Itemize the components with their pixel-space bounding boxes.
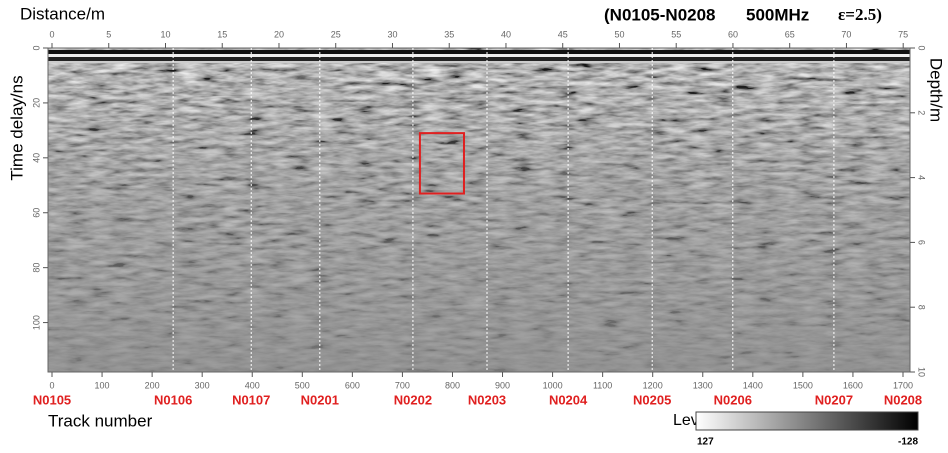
colorbar — [695, 411, 919, 431]
x2-tick-label: 1600 — [843, 380, 863, 390]
x-tick-label: 30 — [387, 29, 397, 39]
x-tick-label: 65 — [785, 29, 795, 39]
x-tick-label: 25 — [331, 29, 341, 39]
y-tick-label: 60 — [31, 208, 41, 218]
x-tick-label: 75 — [898, 29, 908, 39]
segment-label: N0107 — [232, 392, 270, 407]
x2-tick-label: 1000 — [543, 380, 563, 390]
x2-tick-label: 1100 — [593, 380, 612, 390]
segment-label: N0207 — [815, 392, 853, 407]
segment-label: N0205 — [633, 392, 671, 407]
segment-label: N0208 — [884, 392, 922, 407]
y2-tick-label: 6 — [917, 240, 927, 245]
y-tick-label: 100 — [31, 315, 41, 330]
y2-tick-label: 2 — [917, 110, 927, 115]
x-tick-label: 45 — [558, 29, 568, 39]
annotation-box — [418, 132, 465, 195]
x2-tick-label: 1300 — [693, 380, 713, 390]
segment-label: N0106 — [154, 392, 192, 407]
x-tick-label: 35 — [444, 29, 454, 39]
y2-tick-label: 10 — [917, 367, 927, 377]
x2-tick-label: 800 — [445, 380, 460, 390]
x-tick-label: 20 — [274, 29, 284, 39]
segment-label: N0204 — [549, 392, 588, 407]
radargram-image — [47, 47, 911, 373]
x2-tick-label: 900 — [495, 380, 510, 390]
x2-tick-label: 0 — [49, 380, 54, 390]
x-axis-label: Distance/m — [20, 4, 105, 23]
x-tick-label: 15 — [217, 29, 227, 39]
y-tick-label: 80 — [31, 263, 41, 273]
y-tick-label: 0 — [31, 45, 41, 50]
x2-tick-label: 1700 — [893, 380, 913, 390]
y2-axis-label: Depth/m — [927, 58, 946, 122]
x-tick-label: 60 — [728, 29, 738, 39]
x-tick-label: 5 — [106, 29, 111, 39]
segment-label: N0202 — [394, 392, 432, 407]
x2-axis-label: Track number — [48, 411, 153, 430]
x2-tick-label: 400 — [245, 380, 260, 390]
colorbar-max: 127 — [697, 437, 714, 448]
x2-tick-label: 1200 — [643, 380, 663, 390]
colorbar-min: -128 — [898, 437, 918, 448]
segment-label: N0203 — [468, 392, 506, 407]
x-tick-label: 70 — [841, 29, 851, 39]
title-part: (N0105-N0208 — [604, 5, 716, 24]
y2-tick-label: 4 — [917, 175, 927, 180]
x2-tick-label: 700 — [395, 380, 410, 390]
x-tick-label: 10 — [160, 29, 170, 39]
x2-tick-label: 600 — [345, 380, 360, 390]
y2-tick-label: 8 — [917, 305, 927, 310]
segment-label: N0206 — [714, 392, 752, 407]
x-tick-label: 0 — [49, 29, 54, 39]
y-tick-label: 40 — [31, 153, 41, 163]
y-tick-label: 20 — [31, 98, 41, 108]
x2-tick-label: 200 — [145, 380, 160, 390]
x2-tick-label: 500 — [295, 380, 310, 390]
y2-tick-label: 0 — [917, 45, 927, 50]
x2-tick-label: 1500 — [793, 380, 813, 390]
x2-tick-label: 100 — [95, 380, 110, 390]
x2-tick-label: 1400 — [743, 380, 763, 390]
title-part: ε=2.5) — [838, 5, 882, 24]
y-axis-label: Time delay/ns — [7, 75, 26, 180]
title-part: 500MHz — [746, 5, 809, 24]
x-tick-label: 50 — [614, 29, 624, 39]
segment-label: N0201 — [301, 392, 339, 407]
x-tick-label: 55 — [671, 29, 681, 39]
x-tick-label: 40 — [501, 29, 511, 39]
x2-tick-label: 300 — [195, 380, 210, 390]
segment-label: N0105 — [33, 392, 71, 407]
